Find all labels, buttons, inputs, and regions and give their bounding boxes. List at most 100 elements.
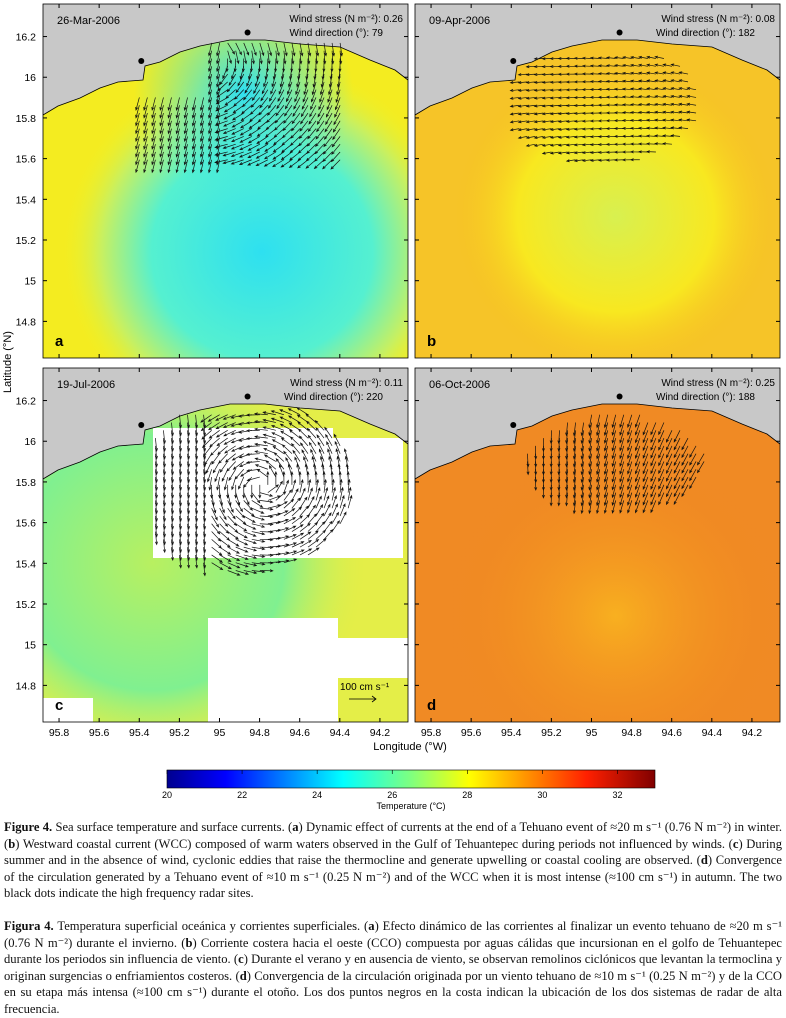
coastline (415, 39, 780, 116)
current-vector (549, 112, 560, 116)
current-vector (673, 430, 681, 443)
current-vector (307, 539, 320, 548)
current-vector (573, 143, 584, 147)
current-vector (291, 549, 305, 556)
current-vector (332, 128, 341, 141)
current-vector (603, 422, 609, 437)
current-vector (629, 158, 640, 162)
current-vector (689, 453, 697, 466)
current-vector (637, 142, 648, 146)
current-vector (257, 120, 269, 130)
current-vector (214, 143, 228, 149)
current-vector (596, 438, 601, 452)
current-vector (681, 461, 689, 474)
current-vector (291, 541, 305, 548)
current-vector (533, 143, 544, 147)
current-vector (287, 81, 293, 95)
current-vector (596, 453, 601, 468)
current-vector (227, 531, 240, 540)
current-vector (338, 470, 342, 485)
caption-segment: b (8, 836, 16, 851)
wind-direction-label: Wind direction (°): 188 (656, 392, 755, 403)
current-vector (589, 56, 600, 60)
sst-field (415, 4, 780, 358)
current-vector (292, 449, 301, 462)
current-vector (678, 110, 689, 114)
current-vector (275, 480, 283, 493)
current-vector (597, 56, 608, 60)
current-vector (573, 159, 584, 163)
current-vector (261, 81, 269, 95)
current-vector (629, 95, 640, 99)
current-vector (335, 448, 341, 462)
current-vector (175, 120, 180, 135)
current-vector (670, 71, 681, 75)
current-vector (135, 144, 140, 158)
current-vector (557, 96, 568, 100)
current-vector (214, 159, 228, 164)
current-vector (339, 478, 343, 493)
wind-direction-label: Wind direction (°): 220 (284, 392, 383, 403)
current-vector (175, 105, 180, 119)
current-vector (307, 42, 312, 57)
current-vector (299, 522, 311, 532)
current-vector (215, 104, 228, 112)
current-vector (605, 111, 616, 115)
current-vector (263, 159, 277, 167)
current-vector (580, 492, 584, 507)
current-vector (243, 523, 257, 530)
caption-segment: ) Efecto dinámico de las corrientes al f… (4, 919, 782, 950)
current-vector (557, 151, 568, 155)
current-vector (650, 453, 657, 467)
current-vector (517, 88, 528, 92)
current-vector (627, 437, 633, 452)
current-vector (596, 422, 601, 437)
current-vector (135, 105, 140, 119)
current-vector (654, 142, 664, 146)
current-vector (265, 460, 277, 470)
current-vector (297, 143, 309, 154)
current-vector (565, 159, 576, 163)
current-vector (251, 89, 261, 102)
current-vector (517, 73, 528, 77)
current-vector (296, 74, 301, 88)
current-vector (297, 151, 309, 162)
current-vector (596, 461, 601, 476)
current-vector (216, 89, 228, 98)
current-vector (589, 143, 600, 147)
current-vector (216, 81, 221, 96)
current-vector (670, 63, 681, 67)
current-vector (323, 520, 333, 532)
current-vector (254, 435, 268, 439)
current-vector (619, 500, 625, 514)
current-vector (328, 81, 333, 96)
current-vector (304, 74, 309, 88)
current-vector (619, 476, 625, 491)
current-vector (143, 159, 148, 174)
current-vector (266, 105, 277, 116)
current-vector (525, 143, 536, 147)
current-vector (201, 430, 212, 440)
current-vector (322, 159, 333, 170)
current-vector (686, 87, 697, 91)
current-vector (291, 497, 301, 509)
current-vector (295, 81, 301, 96)
current-vector (588, 484, 593, 499)
current-vector (262, 418, 276, 423)
x-tick-label: 94.2 (742, 727, 763, 739)
current-vector (291, 112, 301, 125)
current-vector (589, 151, 600, 155)
current-vector (319, 81, 325, 96)
current-vector (662, 102, 673, 106)
current-vector (634, 492, 641, 506)
current-vector (227, 42, 236, 55)
caption-segment: d (700, 853, 708, 868)
caption-spanish: Figura 4. Temperatura superficial oceáni… (4, 918, 782, 1018)
current-vector (299, 514, 311, 525)
current-vector (573, 151, 584, 155)
current-vector (619, 414, 625, 429)
current-vector (637, 126, 648, 130)
current-vector (611, 422, 617, 436)
current-vector (280, 430, 293, 439)
current-vector (143, 136, 148, 150)
